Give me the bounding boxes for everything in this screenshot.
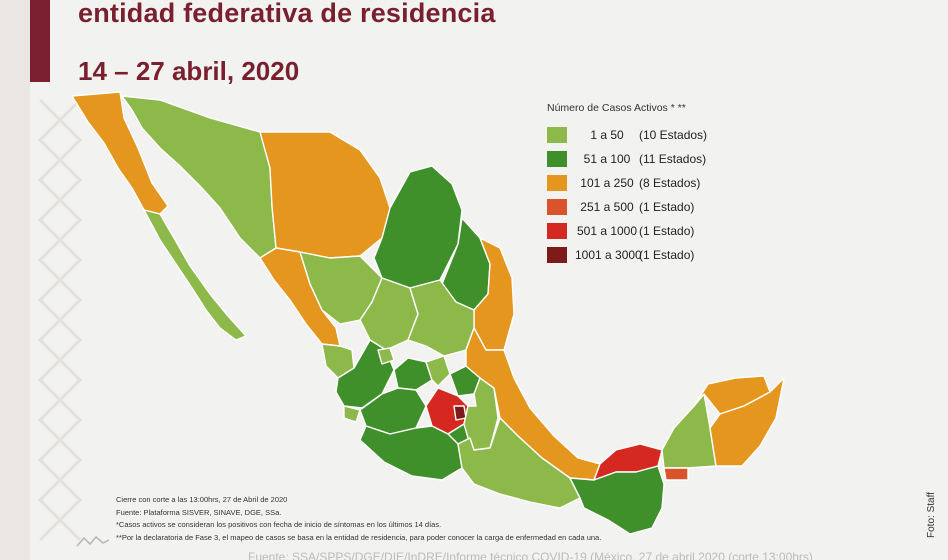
state-chihuahua: [259, 131, 391, 259]
legend-range: 1001 a 3000: [575, 248, 642, 262]
legend-count: (1 Estado): [639, 224, 695, 238]
legend-item: 501 a 1000 (1 Estado): [547, 219, 747, 243]
note-platform: Fuente: Plataforma SISVER, SINAVE, DGE, …: [116, 507, 282, 517]
note-cutoff: Cierre con corte a las 13:00hrs, 27 de A…: [116, 495, 288, 504]
state-cdmx: [453, 405, 467, 421]
legend-count: (10 Estados): [639, 128, 708, 142]
legend-item: 251 a 500 (1 Estado): [547, 195, 747, 219]
state-chiapas: [569, 465, 665, 535]
legend-range: 501 a 1000: [576, 224, 638, 238]
legend-count: (1 Estado): [639, 248, 695, 262]
note-phase3: **Por la declaratoria de Fase 3, el mape…: [116, 532, 602, 542]
state-queretaro: [425, 355, 451, 387]
legend-swatch: [547, 247, 567, 263]
state-coahuila: [373, 165, 463, 289]
state-quintana-roo: [709, 377, 785, 467]
legend-count: (11 Estados): [639, 152, 707, 166]
legend-swatch: [547, 127, 567, 143]
legend-range: 251 a 500: [580, 200, 634, 214]
legend-count: (8 Estados): [639, 176, 701, 190]
accent-bar: [30, 0, 50, 82]
legend-swatch: [547, 151, 567, 167]
legend-item: 1 a 50 (10 Estados): [547, 123, 747, 147]
legend-item: 101 a 250 (8 Estados): [547, 171, 747, 195]
legend-item: 1001 a 3000 (1 Estado): [547, 243, 747, 267]
state-sonora: [121, 95, 277, 259]
left-decorative-band: [0, 0, 30, 560]
slide-title: entidad federativa de residencia: [78, 0, 496, 28]
legend: Número de Casos Activos * ** 1 a 50 (10 …: [547, 102, 747, 267]
mexico-map: [71, 91, 785, 535]
mini-logo-icon: [76, 535, 110, 547]
state-campeche-south: [663, 467, 689, 481]
source-footer: Fuente: SSA/SPPS/DGE/DIE/InDRE/Informe t…: [248, 550, 813, 560]
state-colima: [343, 405, 361, 423]
legend-swatch: [547, 223, 567, 239]
footnotes: Cierre con corte a las 13:00hrs, 27 de A…: [116, 494, 676, 544]
legend-count: (1 Estado): [639, 200, 695, 214]
state-aguascalientes: [377, 347, 395, 365]
legend-range: 51 a 100: [583, 152, 631, 166]
legend-item: 51 a 100 (11 Estados): [547, 147, 747, 171]
state-baja-california-sur: [143, 209, 247, 341]
date-range: 14 – 27 abril, 2020: [78, 56, 300, 86]
legend-range: 1 a 50: [590, 128, 624, 142]
legend-title: Número de Casos Activos * **: [547, 102, 686, 114]
legend-swatch: [547, 199, 567, 215]
note-active-definition: *Casos activos se consideran los positiv…: [116, 520, 442, 529]
state-sinaloa: [259, 247, 341, 347]
legend-range: 101 a 250: [580, 176, 634, 190]
legend-swatch: [547, 175, 567, 191]
state-campeche: [661, 393, 717, 469]
state-guerrero: [359, 425, 463, 481]
decorative-pattern: [38, 98, 82, 542]
photo-credit: Foto: Staff: [926, 492, 937, 538]
